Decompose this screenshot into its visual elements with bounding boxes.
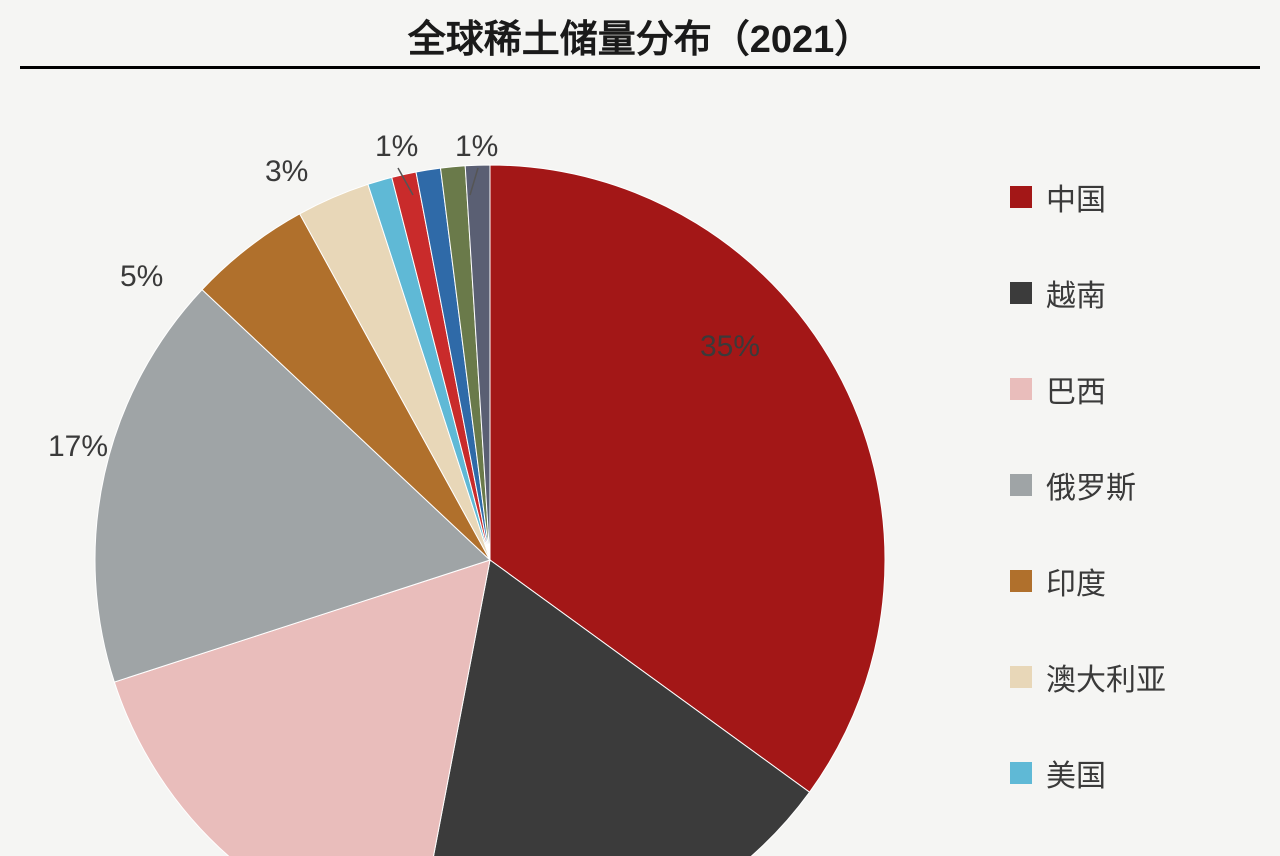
legend-label: 印度 bbox=[1046, 559, 1106, 603]
slice-label: 3% bbox=[265, 155, 308, 189]
legend-item: 中国 bbox=[1010, 175, 1166, 219]
legend-item: 巴西 bbox=[1010, 367, 1166, 411]
legend-label: 巴西 bbox=[1046, 367, 1106, 411]
legend-item: 越南 bbox=[1010, 271, 1166, 315]
legend-swatch bbox=[1010, 378, 1032, 400]
legend-item: 俄罗斯 bbox=[1010, 463, 1166, 507]
chart-container: 全球稀土储量分布（2021） 中国越南巴西俄罗斯印度澳大利亚美国格陵兰岛坦桑尼亚… bbox=[0, 0, 1280, 856]
legend-item: 美国 bbox=[1010, 751, 1166, 795]
legend-swatch bbox=[1010, 186, 1032, 208]
legend-label: 中国 bbox=[1046, 175, 1106, 219]
legend-swatch bbox=[1010, 474, 1032, 496]
slice-label: 17% bbox=[48, 430, 108, 464]
legend-item: 印度 bbox=[1010, 559, 1166, 603]
legend-item: 格陵兰岛 bbox=[1010, 847, 1166, 856]
legend-swatch bbox=[1010, 282, 1032, 304]
slice-label: 5% bbox=[120, 260, 163, 294]
legend-label: 越南 bbox=[1046, 271, 1106, 315]
legend-label: 格陵兰岛 bbox=[1046, 847, 1166, 856]
legend-swatch bbox=[1010, 666, 1032, 688]
legend-swatch bbox=[1010, 762, 1032, 784]
slice-label: 1% bbox=[375, 130, 418, 164]
slice-label: 35% bbox=[700, 330, 760, 364]
legend-label: 澳大利亚 bbox=[1046, 655, 1166, 699]
legend: 中国越南巴西俄罗斯印度澳大利亚美国格陵兰岛坦桑尼亚 bbox=[1010, 175, 1166, 856]
legend-label: 俄罗斯 bbox=[1046, 463, 1136, 507]
legend-label: 美国 bbox=[1046, 751, 1106, 795]
legend-swatch bbox=[1010, 570, 1032, 592]
slice-label: 1% bbox=[455, 130, 498, 164]
legend-item: 澳大利亚 bbox=[1010, 655, 1166, 699]
